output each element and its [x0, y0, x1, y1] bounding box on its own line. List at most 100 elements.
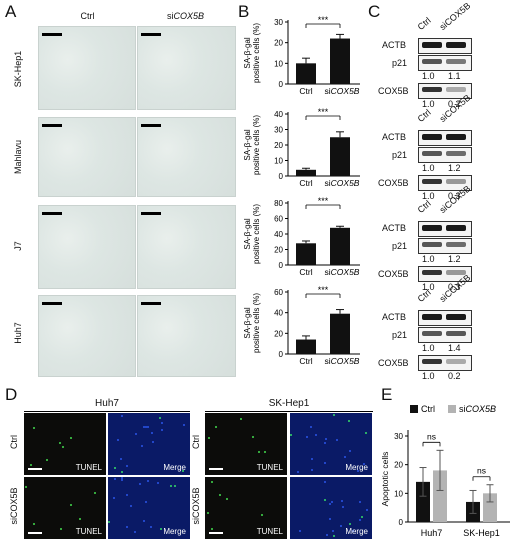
blot-label-actb: ACTB — [382, 312, 407, 322]
fluorescent-spot — [94, 492, 96, 494]
band-actb — [446, 134, 466, 140]
fluorescent-spot — [333, 414, 335, 416]
fluorescent-spot — [348, 420, 350, 422]
legend-label-si: siCOX5B — [459, 404, 496, 414]
fluorescent-spot — [147, 426, 149, 428]
fluorescent-spot — [121, 471, 123, 473]
fluorescent-spot — [79, 518, 81, 520]
quant-cox5b-si: 0.2 — [448, 99, 461, 109]
fluorescent-spot — [363, 463, 365, 465]
bar-chart-b4: SA-β-gal positive cells (%) 0 20 40 60 Ctrl siC… — [243, 285, 360, 366]
y-tick-label: 10 — [274, 157, 283, 166]
fluorescent-spot — [152, 441, 154, 443]
fluorescent-spot — [340, 525, 342, 527]
quant-p21-si: 1.2 — [448, 163, 461, 173]
panel-d-letter: D — [5, 385, 18, 404]
fluorescent-spot — [121, 415, 123, 417]
fluorescent-spot — [349, 523, 351, 525]
fluorescent-spot — [315, 434, 317, 436]
fluorescent-spot — [126, 526, 128, 528]
y-tick-label: 20 — [274, 39, 283, 48]
x-tick-label: Ctrl — [299, 356, 312, 366]
fluorescent-spot — [357, 470, 359, 472]
fluorescent-spot — [361, 516, 363, 518]
quant-p21-ctrl: 1.0 — [422, 71, 435, 81]
fluorescent-spot — [324, 442, 326, 444]
fluorescent-spot — [139, 483, 141, 485]
blot-label-p21: p21 — [392, 241, 408, 251]
y-tick-label: 30 — [394, 432, 403, 441]
bar-chart-b1: SA-β-gal positive cells (%) 0 10 20 30 Ctrl siC… — [243, 15, 360, 96]
fluorescent-spot — [329, 503, 331, 505]
fluorescent-spot — [211, 481, 213, 483]
bar — [330, 313, 350, 354]
scale-bar — [141, 212, 161, 215]
quant-cox5b-ctrl: 1.0 — [422, 282, 435, 292]
fluorescent-spot — [160, 528, 162, 530]
scale-bar — [42, 33, 62, 36]
x-tick-label: Huh7 — [421, 528, 443, 538]
y-tick-label: 10 — [274, 59, 283, 68]
scale-bar — [28, 532, 42, 534]
band-p21 — [422, 331, 442, 336]
fluorescent-spot — [211, 528, 213, 530]
fluorescent-spot — [359, 501, 361, 503]
significance-label: ns — [427, 431, 436, 441]
panel-d-group-line — [24, 411, 190, 412]
band-actb — [446, 42, 466, 48]
merge-image: Merge — [290, 413, 372, 475]
significance-label: *** — [318, 285, 329, 295]
y-tick-label: 40 — [274, 110, 283, 119]
fluorescent-spot — [324, 499, 326, 501]
y-axis-label: Apoptotic cells — [380, 452, 390, 507]
y-tick-label: 20 — [394, 461, 403, 470]
fluorescent-spot — [366, 509, 368, 511]
band-actb — [446, 314, 466, 320]
blot-label-actb: ACTB — [382, 223, 407, 233]
band-cox5b — [446, 359, 466, 364]
band-cox5b — [446, 270, 466, 275]
fluorescent-spot — [299, 530, 301, 532]
fluorescent-spot — [70, 437, 72, 439]
panel-a-col-si: siCOX5B — [166, 11, 204, 21]
y-tick-label: 10 — [394, 489, 403, 498]
y-tick-label: 0 — [399, 518, 404, 527]
x-tick-label: siCOX5B — [325, 356, 360, 366]
fluorescent-spot — [60, 528, 62, 530]
fluorescent-spot — [336, 439, 338, 441]
significance-label: ns — [477, 466, 486, 476]
merge-image: Merge — [290, 477, 372, 539]
panel-e-letter: E — [381, 385, 393, 404]
tunel-label: TUNEL — [75, 463, 102, 472]
band-cox5b — [446, 87, 466, 92]
fluorescent-spot — [226, 498, 228, 500]
blot-label-actb: ACTB — [382, 132, 407, 142]
fluorescent-spot — [145, 426, 147, 428]
x-tick-label: SK-Hep1 — [463, 528, 500, 538]
y-tick-label: 60 — [274, 215, 283, 224]
quant-cox5b-si: 0.3 — [448, 282, 461, 292]
fluorescent-spot — [147, 480, 149, 482]
tunel-label: TUNEL — [256, 463, 283, 472]
scale-bar — [42, 212, 62, 215]
band-cox5b — [422, 179, 442, 184]
fluorescent-spot — [117, 439, 119, 441]
merge-image: Merge — [108, 413, 190, 475]
fluorescent-spot — [143, 426, 145, 428]
fluorescent-spot — [329, 518, 331, 520]
fluorescent-spot — [325, 438, 327, 440]
y-axis-label: positive cells (%) — [252, 23, 261, 83]
y-tick-label: 80 — [274, 199, 283, 208]
fluorescent-spot — [207, 512, 209, 514]
fluorescent-spot — [359, 519, 361, 521]
band-cox5b — [422, 359, 442, 364]
bar-chart-b2: SA-β-gal positive cells (%) 0 10 20 30 40 Ctrl s… — [243, 107, 360, 188]
y-tick-label: 30 — [274, 18, 283, 27]
fluorescent-spot — [114, 467, 116, 469]
fluorescent-spot — [333, 535, 335, 537]
y-axis-label: SA-β-gal — [243, 129, 252, 161]
band-actb — [446, 225, 466, 231]
quant-p21-si: 1.1 — [448, 71, 461, 81]
quant-cox5b-ctrl: 1.0 — [422, 371, 435, 381]
fluorescent-spot — [342, 506, 344, 508]
